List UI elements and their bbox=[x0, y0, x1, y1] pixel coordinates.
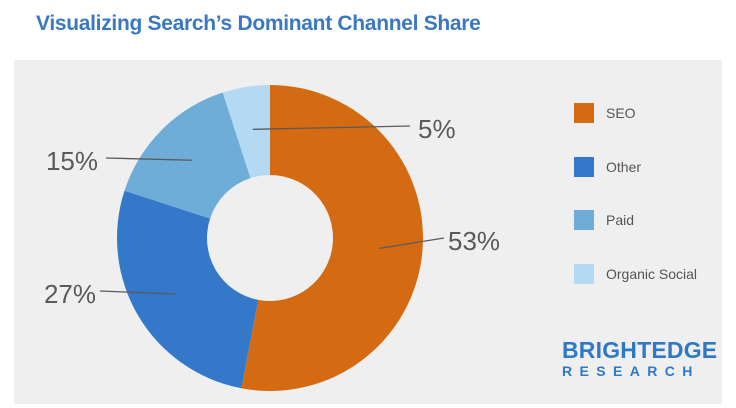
value-label-organic-social: 5% bbox=[418, 114, 456, 144]
slice-seo bbox=[241, 84, 424, 391]
brightedge-research-logo: BRIGHTEDGE RESEARCH bbox=[562, 337, 717, 379]
slice-other bbox=[116, 190, 259, 389]
value-label-seo: 53% bbox=[448, 226, 500, 256]
legend-item-organic-social: Organic Social bbox=[574, 264, 697, 284]
legend-item-other: Other bbox=[574, 157, 641, 177]
legend-label-other: Other bbox=[606, 159, 642, 175]
legend-swatch-other bbox=[574, 157, 594, 177]
chart-title: Visualizing Search’s Dominant Channel Sh… bbox=[36, 12, 481, 35]
legend-label-organic-social: Organic Social bbox=[606, 266, 698, 282]
logo-wordmark-bottom: RESEARCH bbox=[562, 363, 700, 379]
legend-label-paid: Paid bbox=[606, 212, 635, 228]
leader-lines bbox=[99, 125, 445, 295]
leader-line-other bbox=[99, 290, 176, 295]
slice-organic-social bbox=[222, 85, 270, 179]
donut-slices bbox=[116, 84, 424, 391]
legend-item-paid: Paid bbox=[574, 210, 634, 230]
legend-item-seo: SEO bbox=[574, 103, 636, 123]
legend-swatch-seo bbox=[574, 103, 594, 123]
leader-line-seo bbox=[379, 237, 445, 249]
value-label-other: 27% bbox=[44, 279, 96, 309]
legend-swatch-paid bbox=[574, 210, 594, 230]
leader-line-paid bbox=[105, 157, 193, 161]
leader-line-organic-social bbox=[252, 125, 411, 131]
slice-paid bbox=[124, 92, 251, 219]
legend-label-seo: SEO bbox=[606, 105, 636, 121]
legend-swatch-organic-social bbox=[574, 264, 594, 284]
logo-wordmark-top: BRIGHTEDGE bbox=[562, 337, 718, 363]
value-label-paid: 15% bbox=[46, 146, 98, 176]
value-labels: 53% 27% 15% 5% bbox=[44, 114, 500, 309]
